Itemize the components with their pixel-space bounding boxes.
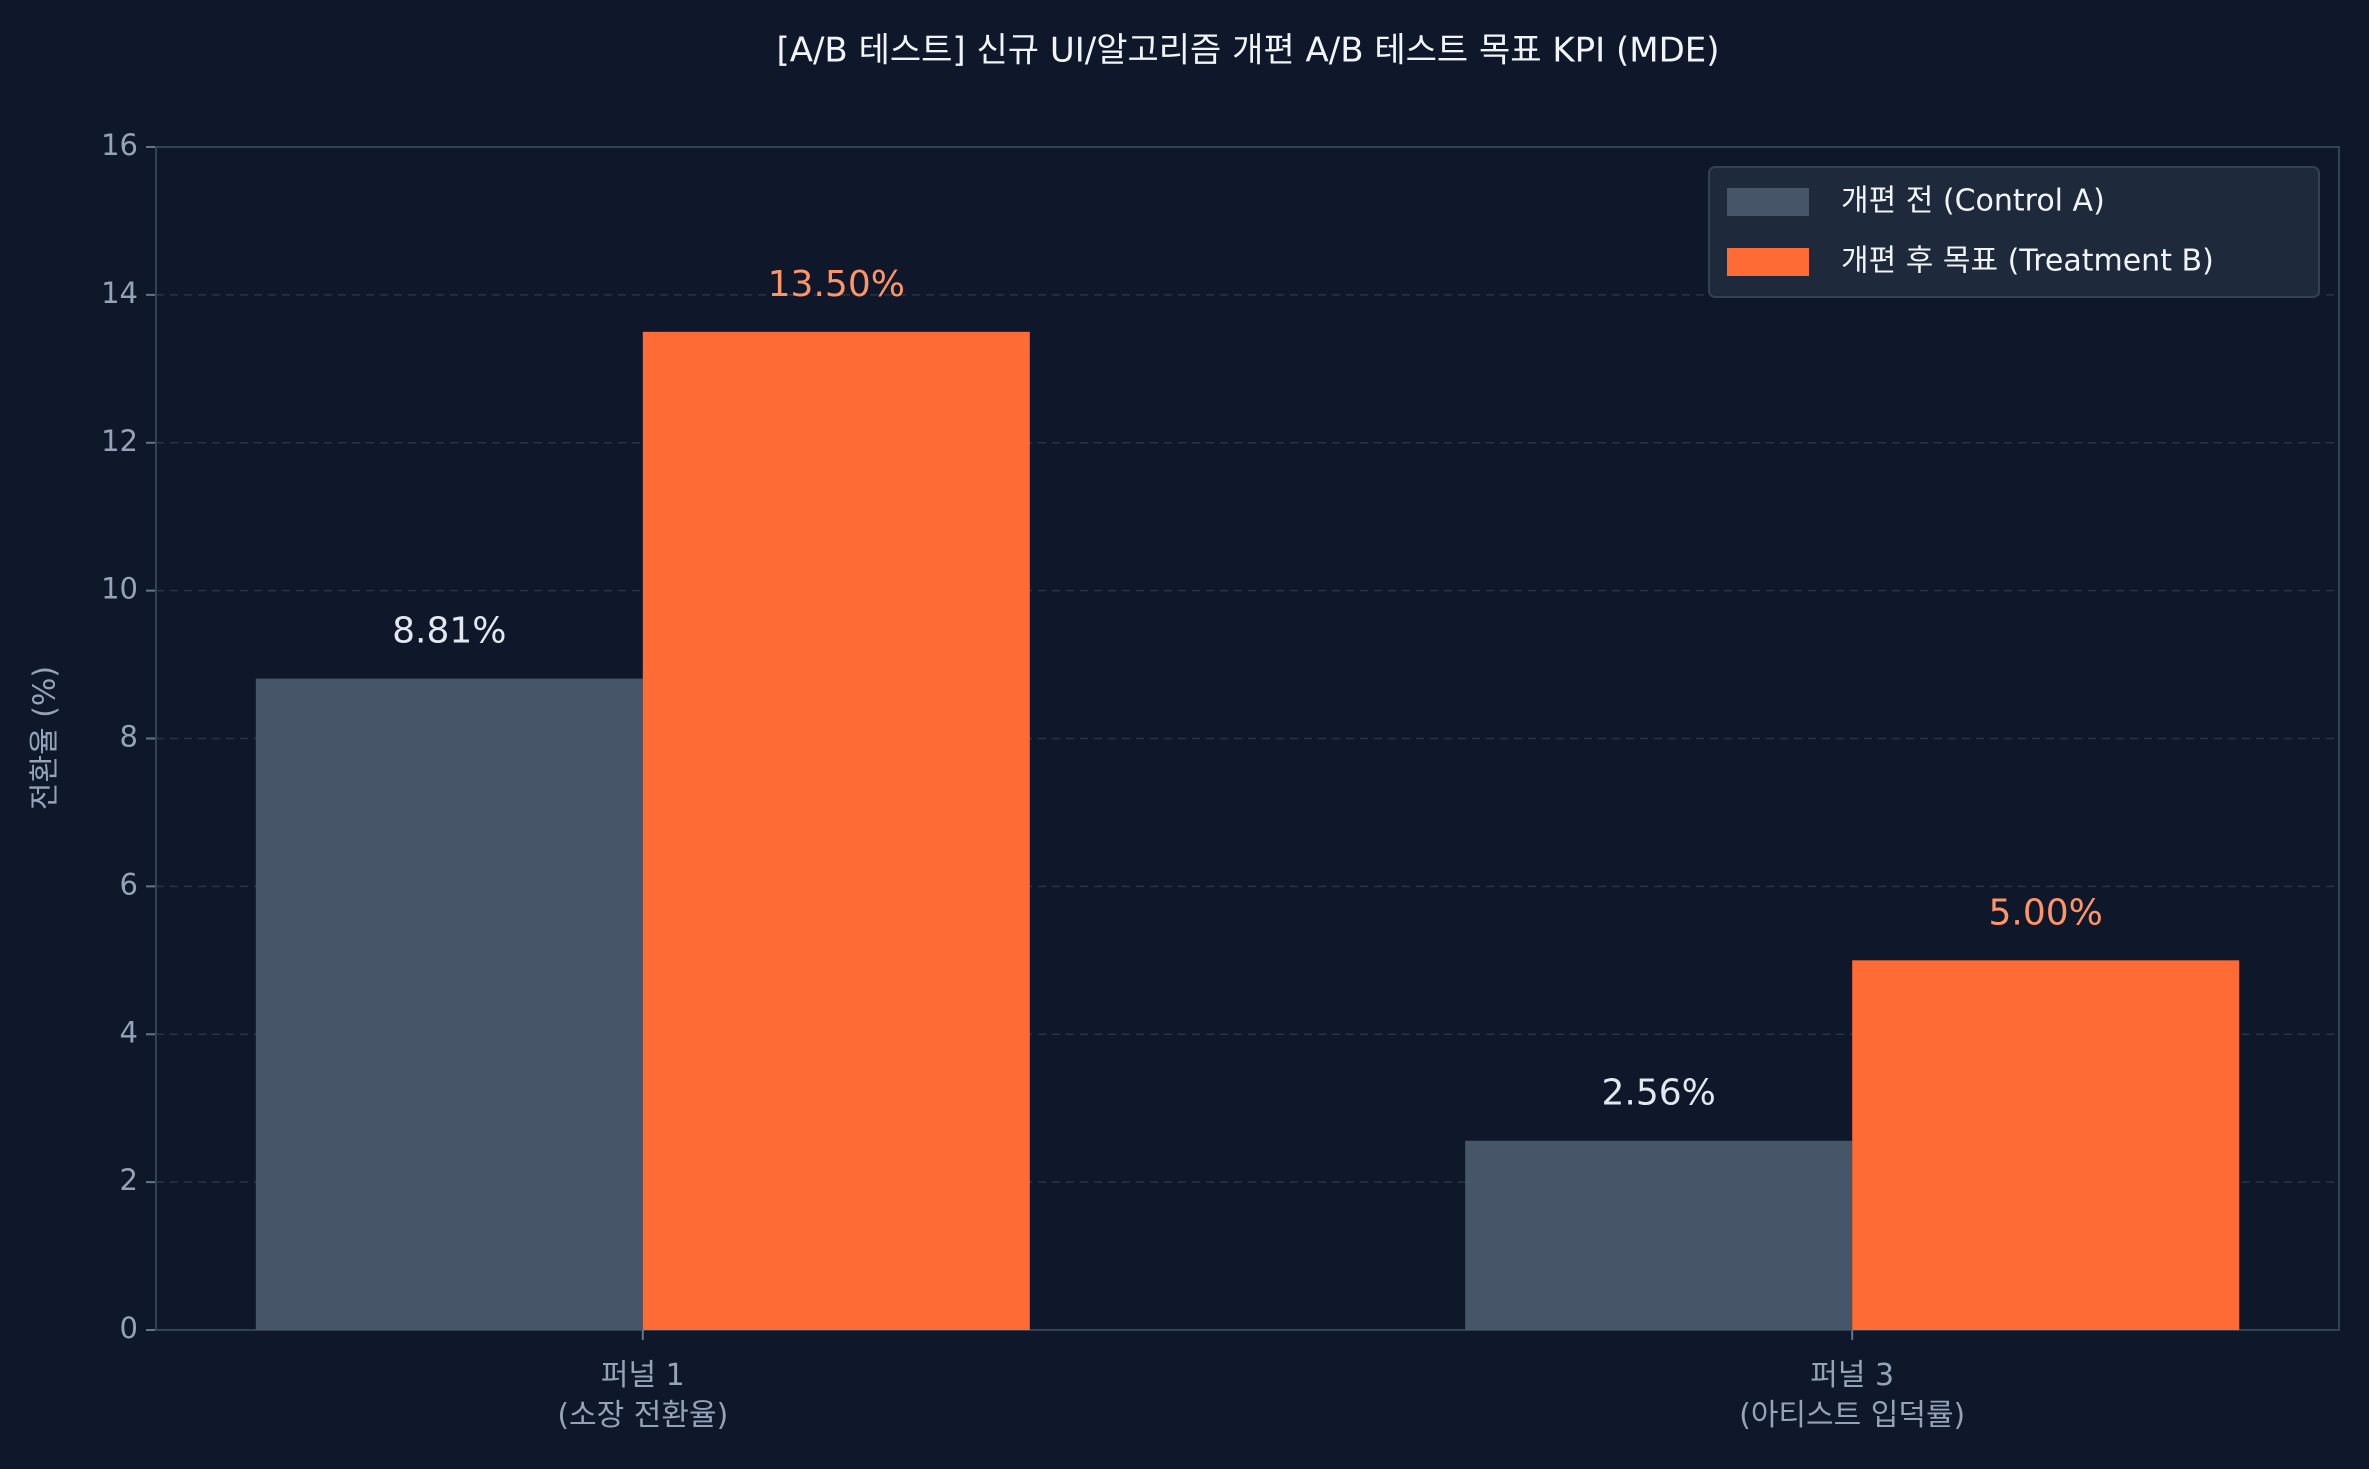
y-tick-label: 2	[120, 1163, 138, 1197]
value-label: 8.81%	[392, 611, 506, 652]
legend-box	[1708, 166, 2320, 298]
value-label: 5.00%	[1989, 892, 2103, 933]
y-tick-label: 6	[120, 867, 138, 901]
value-label: 13.50%	[768, 264, 905, 305]
plot-frame	[155, 146, 2340, 1331]
legend-label: 개편 후 목표 (Treatment B)	[1841, 244, 2214, 279]
y-tick-label: 14	[101, 276, 138, 310]
y-tick-label: 16	[101, 128, 138, 162]
x-tick-label: 퍼널 3 (아티스트 입덕률)	[1739, 1358, 1965, 1433]
y-axis-label: 전환율 (%)	[28, 666, 63, 810]
x-tick-label: 퍼널 1 (소장 전환율)	[557, 1358, 728, 1433]
bar	[642, 331, 1030, 1330]
y-tick-label: 4	[120, 1015, 138, 1049]
value-label: 2.56%	[1602, 1073, 1716, 1114]
y-tick-label: 10	[101, 572, 138, 606]
bar	[1465, 1140, 1853, 1330]
legend-swatch	[1727, 248, 1809, 276]
y-tick-label: 0	[120, 1311, 138, 1345]
y-tick-label: 8	[120, 720, 138, 754]
legend-label: 개편 전 (Control A)	[1841, 184, 2105, 219]
chart-title: [A/B 테스트] 신규 UI/알고리즘 개편 A/B 테스트 목표 KPI (…	[776, 31, 1719, 71]
legend-swatch	[1727, 188, 1809, 216]
bar	[255, 678, 643, 1330]
bar	[1852, 960, 2240, 1330]
y-tick-label: 12	[101, 424, 138, 458]
